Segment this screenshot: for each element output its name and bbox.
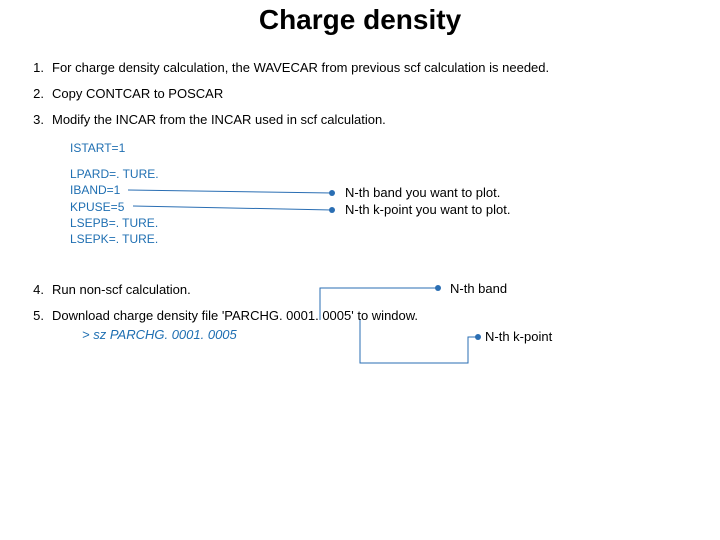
code-iband: IBAND=1 <box>70 182 159 198</box>
step-2-num: 2. <box>22 86 44 101</box>
step-2-text: Copy CONTCAR to POSCAR <box>52 86 223 101</box>
step-5: 5. Download charge density file 'PARCHG. … <box>22 308 702 323</box>
step-5-cmd: > sz PARCHG. 0001. 0005 <box>82 327 237 342</box>
step-4-text: Run non-scf calculation. <box>52 282 191 297</box>
step-3-num: 3. <box>22 112 44 127</box>
connector-lines <box>0 0 720 540</box>
step-4-num: 4. <box>22 282 44 297</box>
step-2: 2. Copy CONTCAR to POSCAR <box>22 86 702 101</box>
step-1-text: For charge density calculation, the WAVE… <box>52 60 549 75</box>
annotation-file-band: N-th band <box>450 281 507 296</box>
annotation-file-kpoint: N-th k-point <box>485 329 552 344</box>
code-istart: ISTART=1 <box>70 140 159 156</box>
step-1-num: 1. <box>22 60 44 75</box>
step-5-text: Download charge density file 'PARCHG. 00… <box>52 308 418 323</box>
code-kpuse: KPUSE=5 <box>70 199 159 215</box>
step-3-text: Modify the INCAR from the INCAR used in … <box>52 112 386 127</box>
step-1: 1. For charge density calculation, the WA… <box>22 60 702 75</box>
annotation-kpoint: N-th k-point you want to plot. <box>345 202 510 217</box>
step-3: 3. Modify the INCAR from the INCAR used i… <box>22 112 702 127</box>
step-5-num: 5. <box>22 308 44 323</box>
step-4: 4. Run non-scf calculation. <box>22 282 702 297</box>
code-lsepb: LSEPB=. TURE. <box>70 215 159 231</box>
slide: Charge density 1. For charge density calc… <box>0 0 720 540</box>
incar-code: ISTART=1 LPARD=. TURE. IBAND=1 KPUSE=5 L… <box>70 140 159 247</box>
page-title: Charge density <box>0 4 720 36</box>
annotation-band: N-th band you want to plot. <box>345 185 500 200</box>
code-lpard: LPARD=. TURE. <box>70 166 159 182</box>
code-lsepk: LSEPK=. TURE. <box>70 231 159 247</box>
